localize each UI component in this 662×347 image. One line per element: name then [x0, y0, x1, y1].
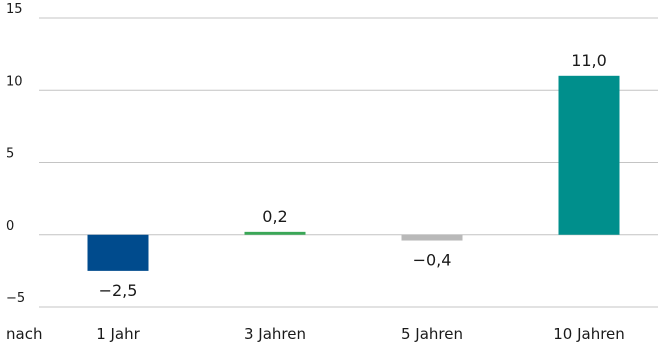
data-label: −2,5	[99, 281, 138, 300]
y-tick-label: 10	[6, 74, 23, 89]
y-tick-label: 0	[6, 219, 14, 234]
bar	[558, 75, 620, 235]
bar	[244, 231, 306, 235]
data-labels: −2,5 0,2 −0,4 11,0	[99, 51, 607, 300]
bar	[401, 234, 463, 241]
x-tick-label: 5 Jahren	[401, 325, 463, 343]
x-tick-label: 1 Jahr	[96, 325, 140, 343]
y-tick-label: 15	[6, 2, 23, 17]
y-axis-ticks: −5 0 5 10 15	[6, 2, 25, 306]
data-label: −0,4	[413, 251, 452, 270]
bars	[87, 75, 620, 271]
bar	[87, 234, 149, 271]
data-label: 0,2	[262, 207, 287, 226]
x-axis-prefix-label: nach	[6, 325, 42, 343]
x-tick-label: 3 Jahren	[244, 325, 306, 343]
x-tick-label: 10 Jahren	[553, 325, 625, 343]
y-tick-label: −5	[6, 291, 25, 306]
data-label: 11,0	[571, 51, 607, 70]
y-tick-label: 5	[6, 147, 14, 162]
x-axis-ticks: nach 1 Jahr 3 Jahren 5 Jahren 10 Jahren	[6, 325, 625, 343]
